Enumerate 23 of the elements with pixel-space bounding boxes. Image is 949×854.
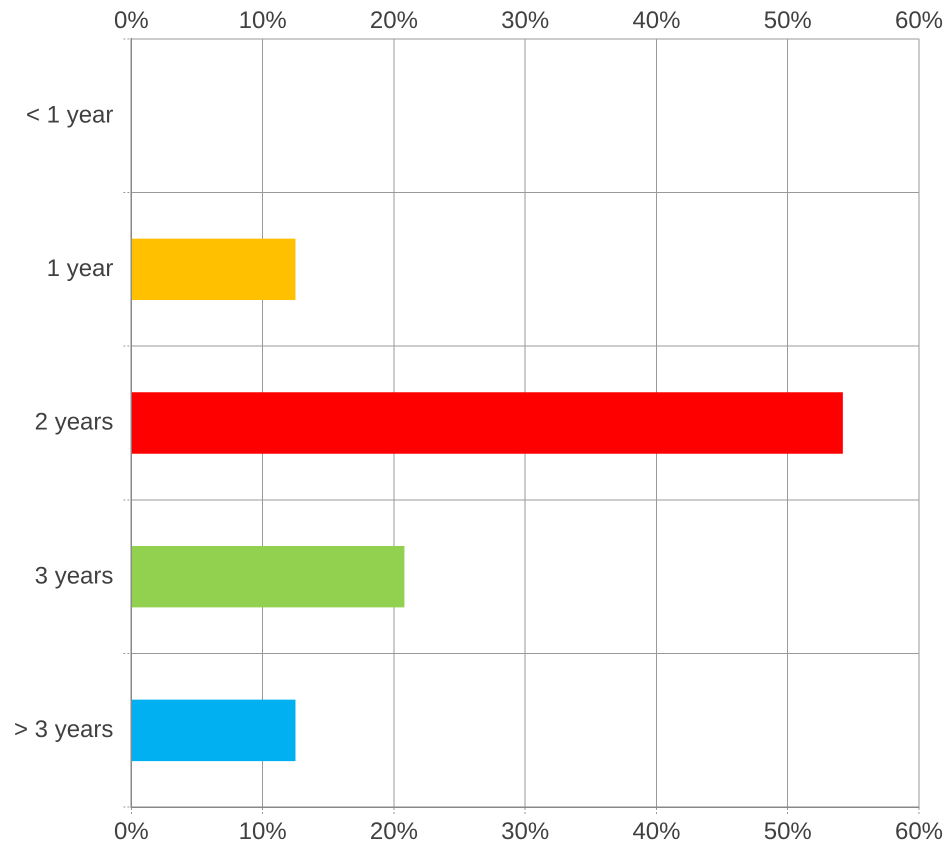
x-tick-label: 40% xyxy=(632,7,680,34)
x-tick-label: 50% xyxy=(764,7,812,34)
x-tick-label: 0% xyxy=(114,7,149,34)
y-tick-label: > 3 years xyxy=(14,716,114,743)
y-tick-label: 1 year xyxy=(46,254,114,282)
y-tick-label: 2 years xyxy=(34,408,114,436)
bar xyxy=(132,546,404,608)
x2-tick-label: 0% xyxy=(114,818,149,846)
x2-tick-label: 30% xyxy=(501,818,550,846)
x-tick-label: 10% xyxy=(238,7,287,34)
x2-tick-label: 50% xyxy=(764,818,812,846)
x2-tick-label: 40% xyxy=(632,818,680,846)
y-tick-label: 3 years xyxy=(34,562,114,590)
x2-tick-label: 20% xyxy=(370,818,418,846)
x-tick-label: 20% xyxy=(370,7,418,34)
x2-tick-label: 10% xyxy=(238,818,287,846)
bar xyxy=(132,700,296,762)
bar xyxy=(132,392,843,454)
y-tick-label: < 1 year xyxy=(26,101,114,128)
x-tick-label: 60% xyxy=(894,7,944,34)
x2-tick-label: 60% xyxy=(894,818,944,846)
bar xyxy=(132,238,296,300)
x-tick-label: 30% xyxy=(501,7,550,34)
